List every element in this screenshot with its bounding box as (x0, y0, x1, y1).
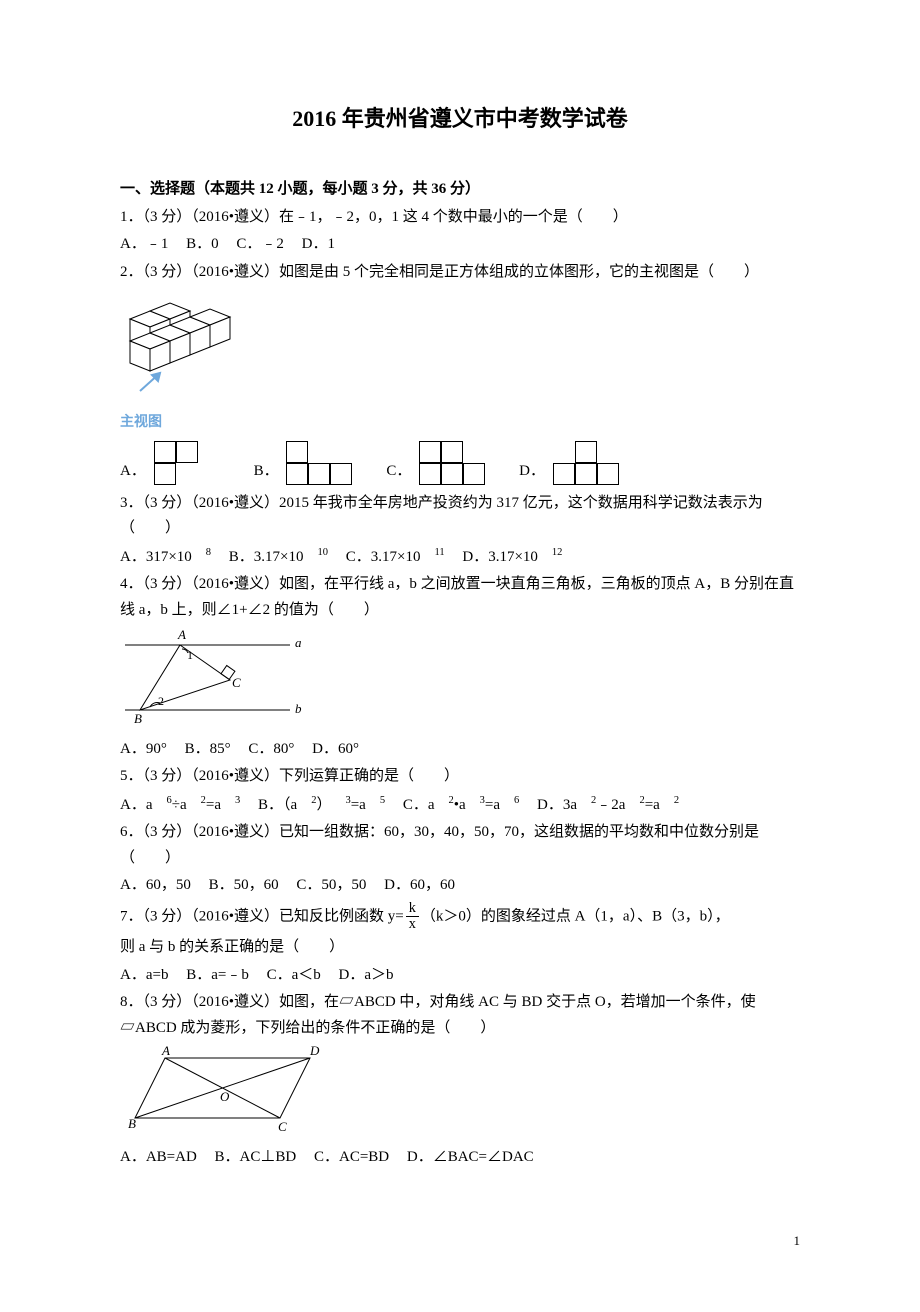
q6-stem: 6．（3 分）（2016•遵义）已知一组数据：60，30，40，50，70，这组… (120, 820, 800, 871)
q3a-sup: 8 (206, 547, 211, 558)
q2-opt-c: C． (386, 441, 489, 485)
q4-stem: 4．（3 分）（2016•遵义）如图，在平行线 a，b 之间放置一块直角三角板，… (120, 572, 800, 623)
q2-caption: 主视图 (120, 411, 800, 435)
q7-d: D．a＞b (339, 967, 394, 983)
svg-text:B: B (134, 711, 142, 725)
q5-options: A．a6÷a2=a3 B．（a2）3=a5 C．a2•a3=a6 D．3a2﹣2… (120, 792, 800, 819)
q1-options: A．﹣1 B．0 C．﹣2 D．1 (120, 232, 800, 258)
svg-text:b: b (295, 701, 302, 716)
q3a-t: A．317×10 (120, 549, 192, 565)
q7-stem2: 则 a 与 b 的关系正确的是（ ） (120, 935, 800, 961)
svg-text:O: O (220, 1089, 230, 1104)
svg-text:B: B (128, 1116, 136, 1131)
q3b-sup: 10 (318, 547, 329, 558)
q2-c-label: C． (386, 463, 411, 479)
q1-a: A．﹣1 (120, 236, 168, 252)
q6-options: A．60，50 B．50，60 C．50，50 D．60，60 (120, 873, 800, 899)
q1-c: C．﹣2 (236, 236, 284, 252)
q7-c: C．a＜b (267, 967, 321, 983)
q4-d: D．60° (312, 741, 359, 757)
q7-a: A．a=b (120, 967, 168, 983)
svg-text:A: A (161, 1043, 170, 1058)
q3-c: C．3.17×10 11 (346, 549, 445, 565)
q5-c: C．a2•a3=a6 (403, 797, 519, 813)
q3d-t: D．3.17×10 (462, 549, 538, 565)
q7-options: A．a=b B．a=﹣b C．a＜b D．a＞b (120, 963, 800, 989)
svg-text:C: C (232, 675, 241, 690)
q2-b-label: B． (254, 463, 279, 479)
q2-figure: 主视图 (120, 291, 800, 434)
q4-b: B．85° (185, 741, 231, 757)
q3b-t: B．3.17×10 (229, 549, 304, 565)
q8-a: A．AB=AD (120, 1149, 197, 1165)
q8-figure: A D B C O (120, 1043, 800, 1143)
q6-b: B．50，60 (209, 877, 279, 893)
svg-text:D: D (309, 1043, 320, 1058)
q3d-sup: 12 (552, 547, 563, 558)
q7-post: （k＞0）的图象经过点 A（1，a）、B（3，b）， (421, 908, 730, 924)
q2-a-label: A． (120, 463, 146, 479)
q4-figure: A B C a b 1 2 (120, 625, 800, 735)
q3-d: D．3.17×10 12 (462, 549, 562, 565)
q4-c: C．80° (248, 741, 294, 757)
q4-a: A．90° (120, 741, 167, 757)
q2-opt-d: D． (519, 441, 623, 485)
svg-text:a: a (295, 635, 302, 650)
q8-d: D．∠BAC=∠DAC (407, 1149, 534, 1165)
q6-c: C．50，50 (296, 877, 366, 893)
q5-d: D．3a2﹣2a2=a2 (537, 797, 679, 813)
q3-options: A．317×10 8 B．3.17×10 10 C．3.17×10 11 D．3.17… (120, 544, 800, 571)
q1-stem: 1．（3 分）（2016•遵义）在﹣1，﹣2，0，1 这 4 个数中最小的一个是… (120, 205, 800, 231)
q5-stem: 5．（3 分）（2016•遵义）下列运算正确的是（ ） (120, 764, 800, 790)
page-title: 2016 年贵州省遵义市中考数学试卷 (120, 100, 800, 137)
q3c-sup: 11 (434, 547, 444, 558)
q1-d: D．1 (302, 236, 335, 252)
q2-options: A． B． C． D． (120, 441, 800, 485)
q6-a: A．60，50 (120, 877, 191, 893)
q2-opt-a: A． (120, 441, 224, 485)
section-header: 一、选择题（本题共 12 小题，每小题 3 分，共 36 分） (120, 177, 800, 203)
q8-options: A．AB=AD B．AC⊥BD C．AC=BD D．∠BAC=∠DAC (120, 1145, 800, 1171)
q2-opt-b: B． (254, 441, 357, 485)
q7-frac: kx (406, 901, 419, 933)
svg-text:2: 2 (158, 694, 164, 708)
q8-b: B．AC⊥BD (215, 1149, 297, 1165)
q5-a: A．a6÷a2=a3 (120, 797, 240, 813)
q8-c: C．AC=BD (314, 1149, 389, 1165)
q7-pre: 7．（3 分）（2016•遵义）已知反比例函数 y= (120, 908, 404, 924)
page-number: 1 (120, 1230, 800, 1252)
q3-b: B．3.17×10 10 (229, 549, 328, 565)
q7-b: B．a=﹣b (186, 967, 249, 983)
q3c-t: C．3.17×10 (346, 549, 421, 565)
q3-stem: 3．（3 分）（2016•遵义）2015 年我市全年房地产投资约为 317 亿元… (120, 491, 800, 542)
q2-stem: 2．（3 分）（2016•遵义）如图是由 5 个完全相同是正方体组成的立体图形，… (120, 260, 800, 286)
q5-b: B．（a2）3=a5 (258, 797, 385, 813)
q6-d: D．60，60 (384, 877, 455, 893)
q2-d-label: D． (519, 463, 545, 479)
svg-text:C: C (278, 1119, 287, 1133)
q1-b: B．0 (186, 236, 219, 252)
q3-a: A．317×10 8 (120, 549, 211, 565)
q8-stem: 8．（3 分）（2016•遵义）如图，在▱ABCD 中，对角线 AC 与 BD … (120, 990, 800, 1041)
q4-options: A．90° B．85° C．80° D．60° (120, 737, 800, 763)
svg-text:A: A (177, 627, 186, 642)
svg-text:1: 1 (187, 648, 193, 662)
q7-stem: 7．（3 分）（2016•遵义）已知反比例函数 y=kx（k＞0）的图象经过点 … (120, 901, 800, 933)
